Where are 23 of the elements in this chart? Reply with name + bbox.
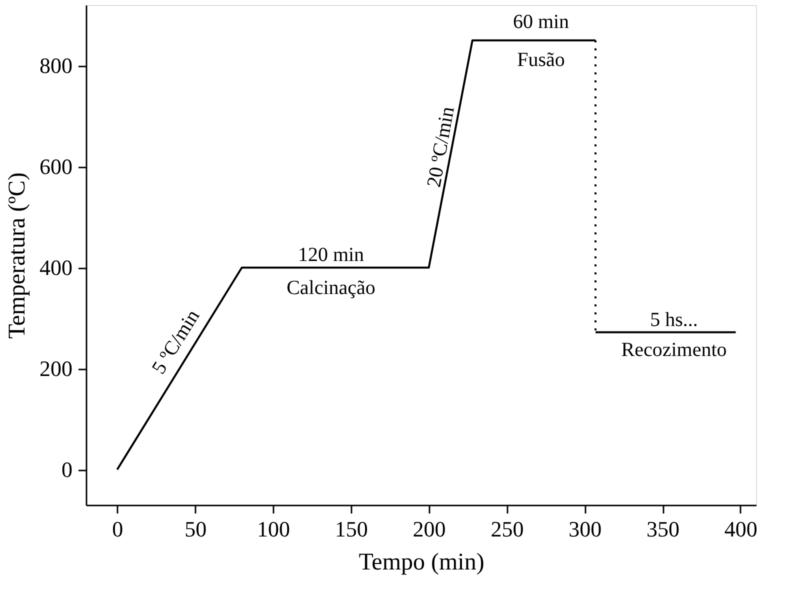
x-tick-label: 100 xyxy=(256,516,290,542)
x-tick-label: 250 xyxy=(490,516,524,542)
y-tick-label: 600 xyxy=(40,154,72,180)
x-tick-label: 50 xyxy=(184,516,207,542)
y-tick-label: 200 xyxy=(40,356,72,382)
x-tick-label: 300 xyxy=(568,516,602,542)
annotation: Fusão xyxy=(517,49,565,71)
y-axis-title: Temperatura (ºC) xyxy=(4,172,30,339)
x-tick-label: 150 xyxy=(334,516,368,542)
annotation: Calcinação xyxy=(286,277,376,299)
x-tick-label: 350 xyxy=(646,516,680,542)
x-tick-label: 0 xyxy=(112,516,124,542)
annotation: 60 min xyxy=(512,11,570,33)
x-axis-title: Tempo (min) xyxy=(358,550,484,576)
annotation: Recozimento xyxy=(621,339,727,361)
x-tick-label: 200 xyxy=(412,516,446,542)
x-tick-label: 400 xyxy=(724,516,758,542)
annotation: 20 ºC/min xyxy=(423,105,459,189)
y-tick-label: 800 xyxy=(40,53,72,78)
annotation: 120 min xyxy=(298,244,364,266)
y-tick-label: 0 xyxy=(62,457,72,482)
annotation: 5 hs... xyxy=(650,309,698,331)
y-tick-label: 400 xyxy=(40,255,72,280)
